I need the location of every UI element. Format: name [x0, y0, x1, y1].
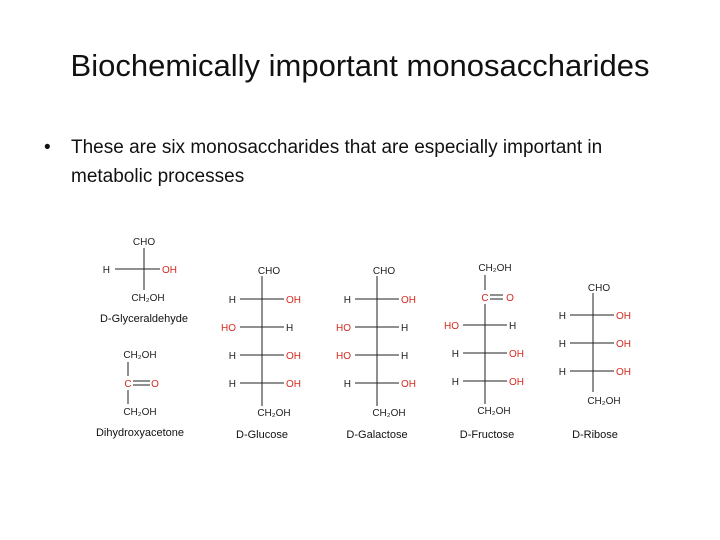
ribose-top: CHO	[588, 283, 610, 294]
fructose-top: CH₂OH	[478, 263, 511, 274]
bullet-marker: •	[44, 137, 51, 158]
fructose-c3-right: H	[509, 321, 516, 332]
galactose-name: D-Galactose	[346, 429, 407, 441]
fructose-c2: C	[481, 293, 488, 304]
galactose-c4-left: HO	[336, 351, 351, 362]
dihydroxyacetone-structure: CH₂OH C O CH₂OH Dihydroxyacetone	[96, 350, 184, 439]
glucose-c2-left: H	[229, 295, 236, 306]
glyceraldehyde-oh: OH	[162, 265, 177, 276]
glucose-c2-right: OH	[286, 295, 301, 306]
glyceraldehyde-h: H	[103, 265, 110, 276]
fructose-c5-left: H	[452, 377, 459, 388]
dihydroxyacetone-top: CH₂OH	[123, 350, 156, 361]
glucose-top: CHO	[258, 266, 280, 277]
galactose-c4-right: H	[401, 351, 408, 362]
fructose-bottom: CH₂OH	[477, 406, 510, 417]
glucose-bottom: CH₂OH	[257, 408, 290, 419]
ribose-c4-left: H	[559, 367, 566, 378]
dihydroxyacetone-c: C	[124, 379, 131, 390]
fructose-c4-right: OH	[509, 349, 524, 360]
glyceraldehyde-top: CHO	[133, 237, 155, 248]
ribose-c2-right: OH	[616, 311, 631, 322]
dihydroxyacetone-name: Dihydroxyacetone	[96, 427, 184, 439]
glucose-c5-right: OH	[286, 379, 301, 390]
fructose-c3-left: HO	[444, 321, 459, 332]
ribose-c4-right: OH	[616, 367, 631, 378]
glucose-c3-left: HO	[221, 323, 236, 334]
ribose-c2-left: H	[559, 311, 566, 322]
fructose-structure: CH₂OH C O HO H H OH H OH CH₂OH D-Fructos…	[444, 263, 524, 441]
galactose-bottom: CH₂OH	[372, 408, 405, 419]
galactose-c5-left: H	[344, 379, 351, 390]
galactose-c5-right: OH	[401, 379, 416, 390]
ribose-c3-right: OH	[616, 339, 631, 350]
ribose-name: D-Ribose	[572, 429, 618, 441]
dihydroxyacetone-o: O	[151, 379, 159, 390]
bullet-text: These are six monosaccharides that are e…	[71, 137, 603, 187]
dihydroxyacetone-bottom: CH₂OH	[123, 407, 156, 418]
galactose-c2-left: H	[344, 295, 351, 306]
glyceraldehyde-bottom: CH₂OH	[131, 293, 164, 304]
glucose-c3-right: H	[286, 323, 293, 334]
glucose-name: D-Glucose	[236, 429, 288, 441]
fructose-name: D-Fructose	[460, 429, 514, 441]
galactose-top: CHO	[373, 266, 395, 277]
glucose-structure: CHO H OH HO H H OH H OH CH₂OH D-Glucose	[221, 266, 301, 441]
glyceraldehyde-structure: CHO H OH CH₂OH D-Glyceraldehyde	[100, 237, 188, 325]
ribose-c3-left: H	[559, 339, 566, 350]
ribose-structure: CHO H OH H OH H OH CH₂OH D-Ribose	[559, 283, 631, 441]
galactose-c3-right: H	[401, 323, 408, 334]
glyceraldehyde-name: D-Glyceraldehyde	[100, 313, 188, 325]
galactose-c2-right: OH	[401, 295, 416, 306]
glucose-c5-left: H	[229, 379, 236, 390]
galactose-structure: CHO H OH HO H HO H H OH CH₂OH D-Galactos…	[336, 266, 416, 441]
fructose-c5-right: OH	[509, 377, 524, 388]
fructose-c4-left: H	[452, 349, 459, 360]
glucose-c4-right: OH	[286, 351, 301, 362]
fructose-o: O	[506, 293, 514, 304]
glucose-c4-left: H	[229, 351, 236, 362]
slide-title: Biochemically important monosaccharides	[70, 48, 650, 83]
galactose-c3-left: HO	[336, 323, 351, 334]
ribose-bottom: CH₂OH	[587, 396, 620, 407]
